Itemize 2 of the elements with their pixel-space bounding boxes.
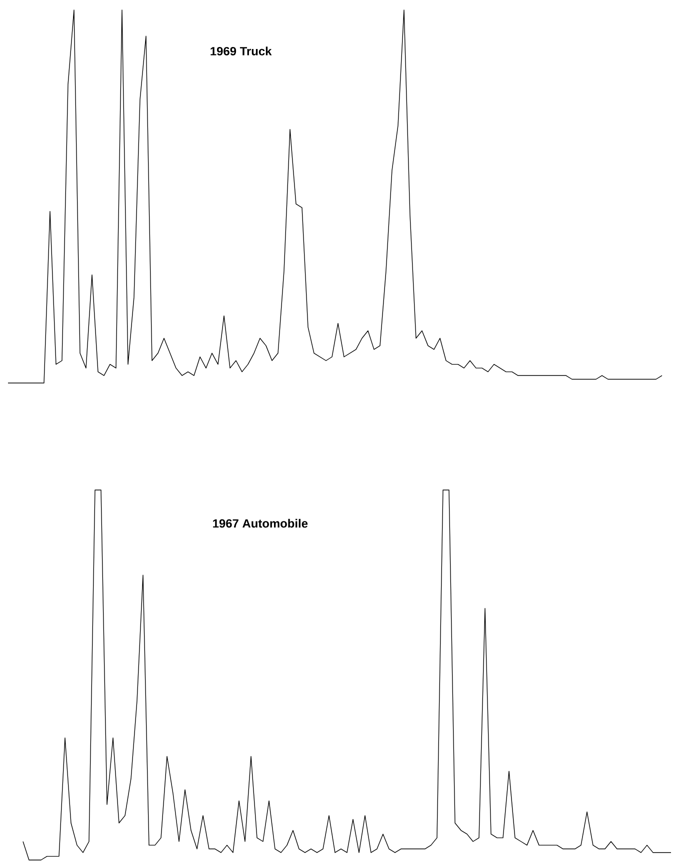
- text: 1967 Automobile: [213, 518, 308, 528]
- text: 1969 Truck: [210, 46, 272, 56]
